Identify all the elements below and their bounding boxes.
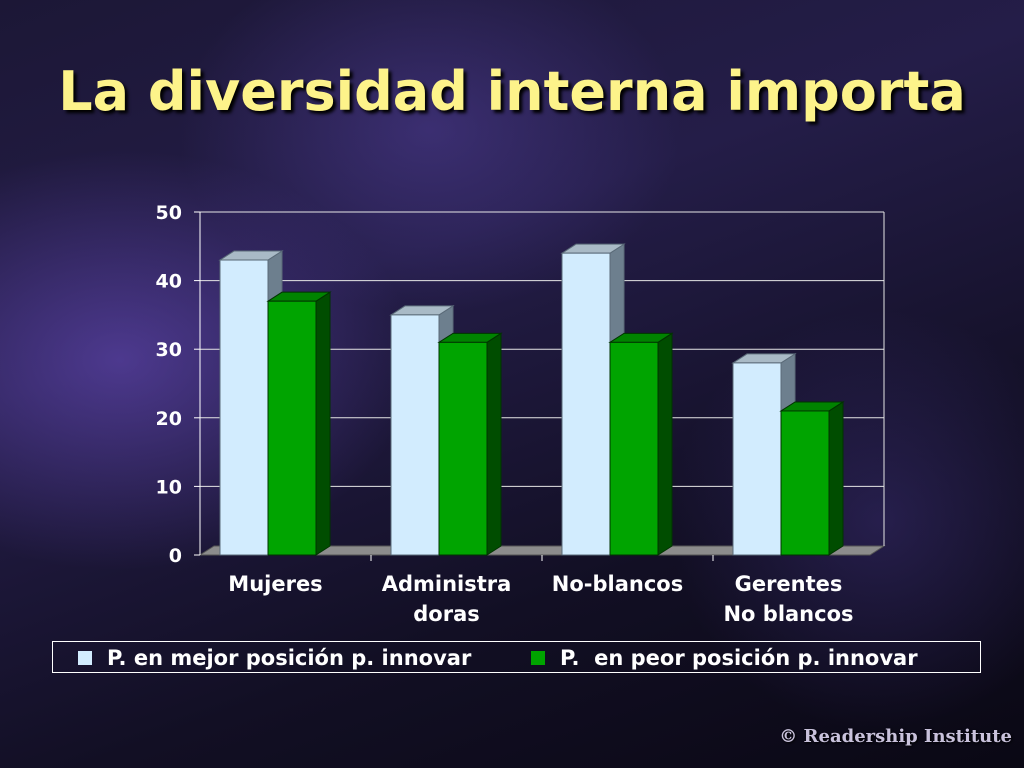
bar-series-2 (438, 341, 488, 556)
x-category-label: Administra (382, 572, 512, 596)
legend-swatch-series-2 (531, 651, 545, 665)
y-tick-label: 50 (156, 202, 182, 224)
legend-label-series-2: P. en peor posición p. innovar (560, 646, 918, 670)
bar-side (657, 332, 673, 556)
y-tick-label: 0 (169, 545, 182, 567)
x-category-label: doras (413, 602, 480, 626)
legend-swatch-series-1 (78, 651, 92, 665)
legend-item-series-2: P. en peor posición p. innovar (531, 646, 918, 670)
x-category-label: Mujeres (228, 572, 322, 596)
chart-legend: P. en mejor posición p. innovar P. en pe… (52, 641, 981, 673)
legend-label-series-1: P. en mejor posición p. innovar (107, 646, 472, 670)
bar-side (828, 401, 844, 556)
x-category-label: No-blancos (552, 572, 683, 596)
y-tick-label: 30 (156, 339, 182, 361)
bar-chart: 0 10 20 30 40 50 Mujeres Administra doras No-blan… (156, 202, 886, 626)
bar-side (315, 291, 331, 556)
bar-series-2 (780, 410, 830, 556)
legend-item-series-1: P. en mejor posición p. innovar (78, 646, 472, 670)
copyright-credit: © Readership Institute (779, 726, 1012, 747)
bar-series-1 (732, 362, 782, 556)
y-tick-label: 40 (156, 271, 182, 293)
bar-series-1 (219, 259, 269, 556)
bar-side (486, 332, 502, 556)
x-category-label: Gerentes (735, 572, 843, 596)
bar-series-1 (390, 314, 440, 556)
x-category-label: No blancos (723, 602, 853, 626)
page-title: La diversidad interna importa (58, 60, 966, 123)
y-tick-label: 20 (156, 408, 182, 430)
bar-series-2 (609, 341, 659, 556)
bar-series-1 (561, 252, 611, 556)
y-tick-label: 10 (156, 476, 182, 498)
bar-series-2 (267, 300, 317, 556)
